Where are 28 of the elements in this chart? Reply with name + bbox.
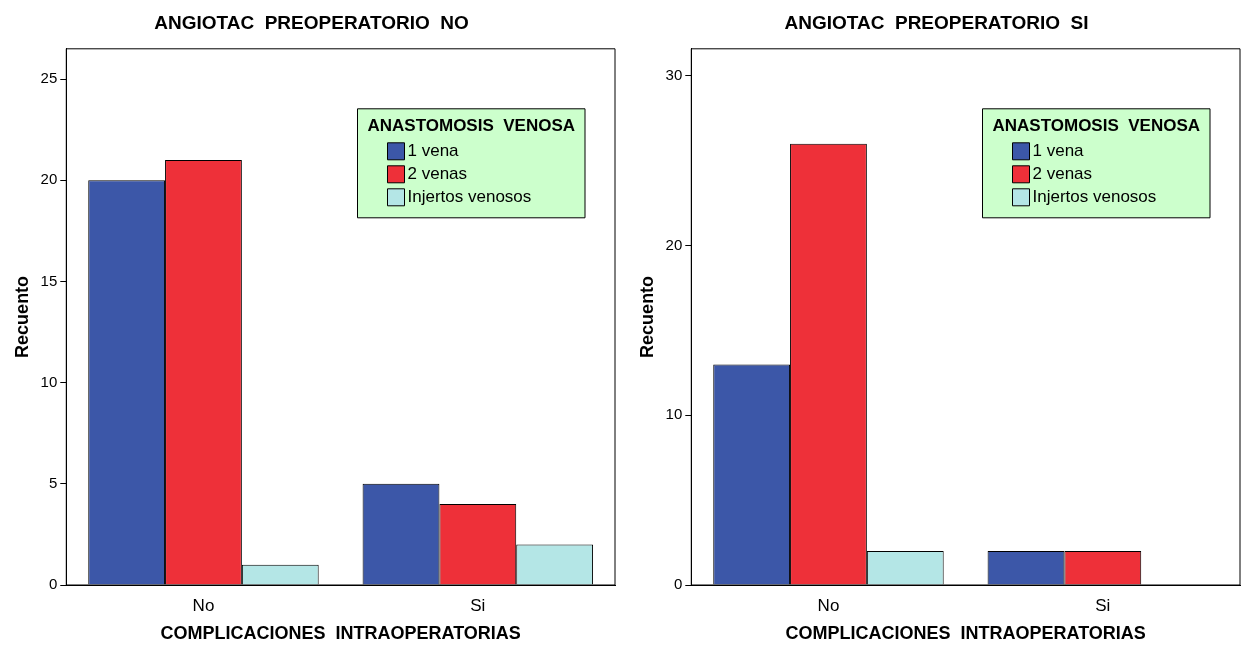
y-tick-label: 20 <box>665 235 683 253</box>
legend-label: Injertos venosos <box>1032 187 1157 207</box>
y-tick-label: 0 <box>48 575 58 593</box>
legend-label: Injertos venosos <box>407 187 532 207</box>
legend-label: 1 vena <box>407 141 460 161</box>
x-axis-title: COMPLICACIONES INTRAOPERATORIAS <box>160 623 521 644</box>
y-tick-label: 20 <box>40 170 58 188</box>
y-tick-label: 10 <box>40 372 58 390</box>
y-tick-label: 10 <box>665 405 683 423</box>
x-tick-label: No <box>192 595 215 615</box>
chart-title: ANGIOTAC PREOPERATORIO NO <box>154 11 469 33</box>
legend-label: 2 venas <box>1032 164 1093 184</box>
y-tick-label: 0 <box>673 575 683 593</box>
x-tick-label: No <box>817 595 840 615</box>
x-tick-label: Si <box>470 595 486 615</box>
legend-label: 1 vena <box>1032 141 1085 161</box>
y-tick-label: 5 <box>48 473 58 491</box>
y-axis-title: Recuento <box>636 275 657 358</box>
chart-title: ANGIOTAC PREOPERATORIO SI <box>784 11 1089 33</box>
legend-title: ANASTOMOSIS VENOSA <box>992 116 1201 136</box>
x-tick-label: Si <box>1095 595 1111 615</box>
x-axis-title: COMPLICACIONES INTRAOPERATORIAS <box>785 623 1146 644</box>
legend-label: 2 venas <box>407 164 468 184</box>
y-axis-title: Recuento <box>11 275 32 358</box>
legend-title: ANASTOMOSIS VENOSA <box>367 116 576 136</box>
y-tick-label: 25 <box>40 69 58 87</box>
y-tick-label: 15 <box>40 271 58 289</box>
y-tick-label: 30 <box>665 66 683 84</box>
